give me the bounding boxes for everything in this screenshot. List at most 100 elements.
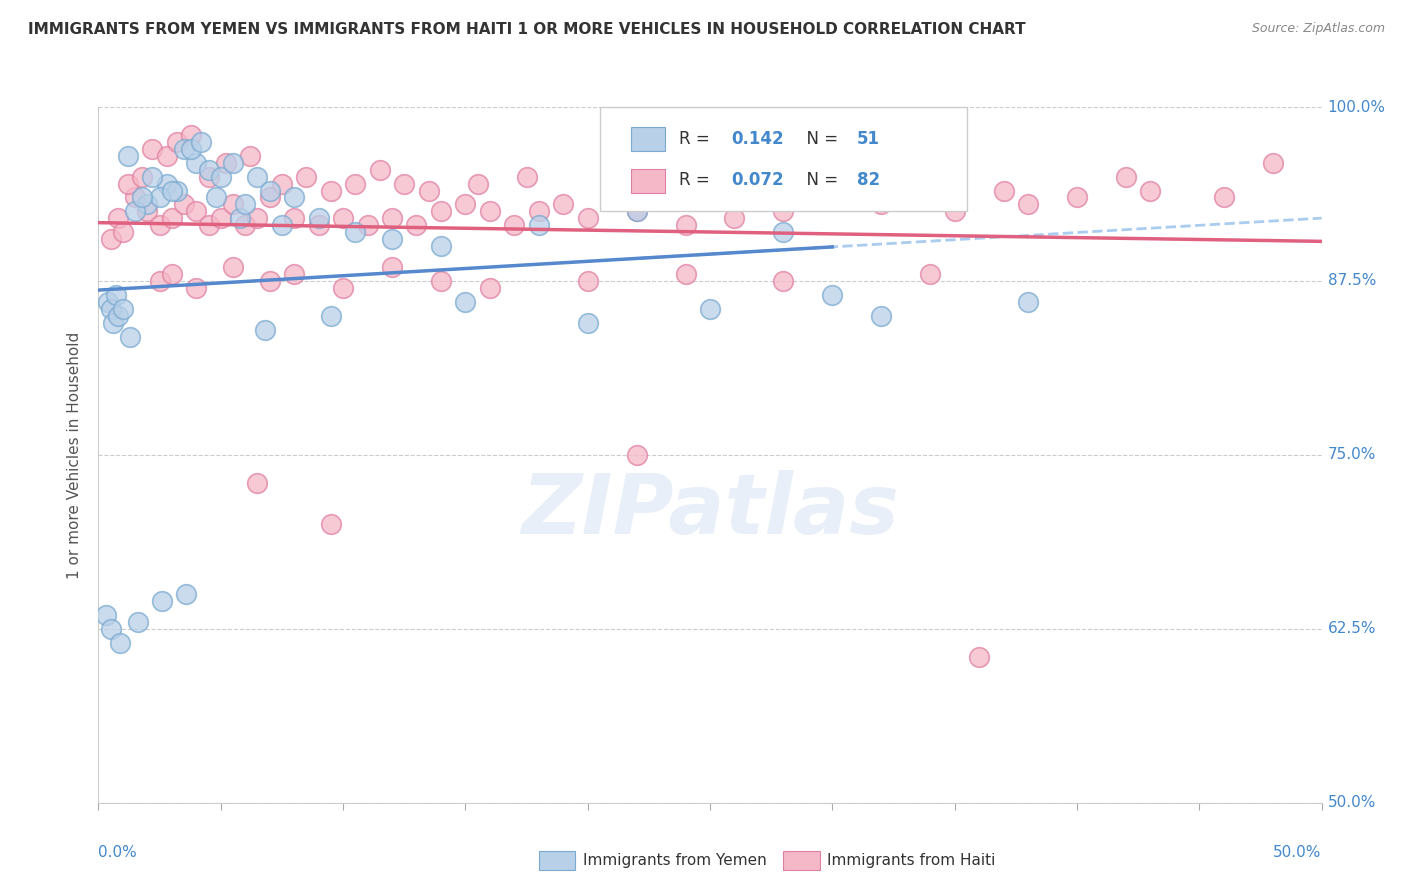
- Point: [576, 316, 599, 330]
- Text: 87.5%: 87.5%: [1327, 274, 1376, 288]
- Point: [209, 211, 232, 226]
- Text: 50.0%: 50.0%: [1327, 796, 1376, 810]
- Text: 0.142: 0.142: [731, 129, 783, 148]
- Point: [1139, 184, 1161, 198]
- Point: [100, 301, 122, 316]
- Point: [319, 517, 342, 532]
- Point: [270, 177, 294, 191]
- FancyBboxPatch shape: [600, 107, 967, 211]
- FancyBboxPatch shape: [630, 127, 665, 152]
- Point: [100, 622, 122, 636]
- Point: [821, 288, 844, 302]
- Point: [173, 142, 195, 156]
- Point: [160, 184, 183, 198]
- Point: [111, 225, 134, 239]
- Point: [283, 211, 305, 226]
- Text: R =: R =: [679, 129, 716, 148]
- Point: [381, 211, 404, 226]
- Text: 50.0%: 50.0%: [1274, 845, 1322, 860]
- Point: [576, 274, 599, 288]
- Point: [600, 184, 623, 198]
- Point: [131, 169, 153, 184]
- Text: 0.0%: 0.0%: [98, 845, 138, 860]
- Point: [136, 204, 159, 219]
- Point: [124, 190, 146, 204]
- Point: [259, 274, 281, 288]
- Text: Immigrants from Yemen: Immigrants from Yemen: [583, 853, 766, 868]
- Point: [117, 177, 139, 191]
- Point: [127, 615, 149, 629]
- Point: [503, 219, 526, 233]
- Point: [430, 274, 453, 288]
- Point: [233, 197, 256, 211]
- Point: [870, 197, 893, 211]
- Point: [405, 219, 427, 233]
- Point: [239, 149, 262, 163]
- Point: [797, 184, 820, 198]
- Point: [259, 184, 281, 198]
- Point: [110, 636, 132, 650]
- Point: [1066, 190, 1088, 204]
- Text: 100.0%: 100.0%: [1327, 100, 1386, 114]
- Point: [270, 219, 294, 233]
- Point: [430, 204, 453, 219]
- Point: [253, 323, 276, 337]
- Point: [553, 197, 575, 211]
- Point: [576, 211, 599, 226]
- Point: [94, 607, 117, 622]
- Text: 51: 51: [856, 129, 880, 148]
- Point: [1115, 169, 1137, 184]
- Point: [1212, 190, 1234, 204]
- Point: [190, 135, 212, 149]
- Point: [180, 142, 202, 156]
- Point: [319, 184, 342, 198]
- Point: [149, 190, 172, 204]
- Point: [100, 232, 122, 246]
- Point: [120, 329, 142, 343]
- Point: [259, 190, 281, 204]
- Point: [197, 169, 219, 184]
- Point: [186, 281, 208, 295]
- Point: [392, 177, 416, 191]
- Point: [214, 155, 236, 169]
- Point: [180, 128, 202, 142]
- Text: IMMIGRANTS FROM YEMEN VS IMMIGRANTS FROM HAITI 1 OR MORE VEHICLES IN HOUSEHOLD C: IMMIGRANTS FROM YEMEN VS IMMIGRANTS FROM…: [28, 22, 1026, 37]
- Point: [344, 225, 367, 239]
- Point: [166, 184, 188, 198]
- Text: R =: R =: [679, 171, 716, 189]
- Point: [149, 274, 172, 288]
- Point: [308, 211, 330, 226]
- Point: [626, 204, 648, 219]
- Point: [626, 448, 648, 462]
- Point: [295, 169, 318, 184]
- Y-axis label: 1 or more Vehicles in Household: 1 or more Vehicles in Household: [67, 331, 83, 579]
- Text: 62.5%: 62.5%: [1327, 622, 1376, 636]
- Point: [1261, 155, 1284, 169]
- Point: [723, 211, 745, 226]
- Point: [156, 149, 179, 163]
- Point: [920, 267, 942, 281]
- Point: [104, 288, 127, 302]
- Point: [111, 301, 134, 316]
- Point: [97, 294, 120, 309]
- Point: [454, 197, 477, 211]
- Text: N =: N =: [796, 171, 844, 189]
- Point: [186, 204, 208, 219]
- Text: Source: ZipAtlas.com: Source: ZipAtlas.com: [1251, 22, 1385, 36]
- Point: [381, 260, 404, 274]
- Point: [149, 219, 172, 233]
- Point: [993, 184, 1015, 198]
- Point: [699, 301, 721, 316]
- Point: [967, 649, 990, 664]
- Point: [141, 169, 163, 184]
- Point: [478, 204, 501, 219]
- Point: [418, 184, 440, 198]
- Point: [943, 204, 966, 219]
- Point: [166, 135, 188, 149]
- Point: [209, 169, 232, 184]
- Point: [454, 294, 477, 309]
- FancyBboxPatch shape: [783, 851, 820, 871]
- Point: [527, 219, 550, 233]
- Text: 0.072: 0.072: [731, 171, 783, 189]
- Point: [246, 475, 269, 490]
